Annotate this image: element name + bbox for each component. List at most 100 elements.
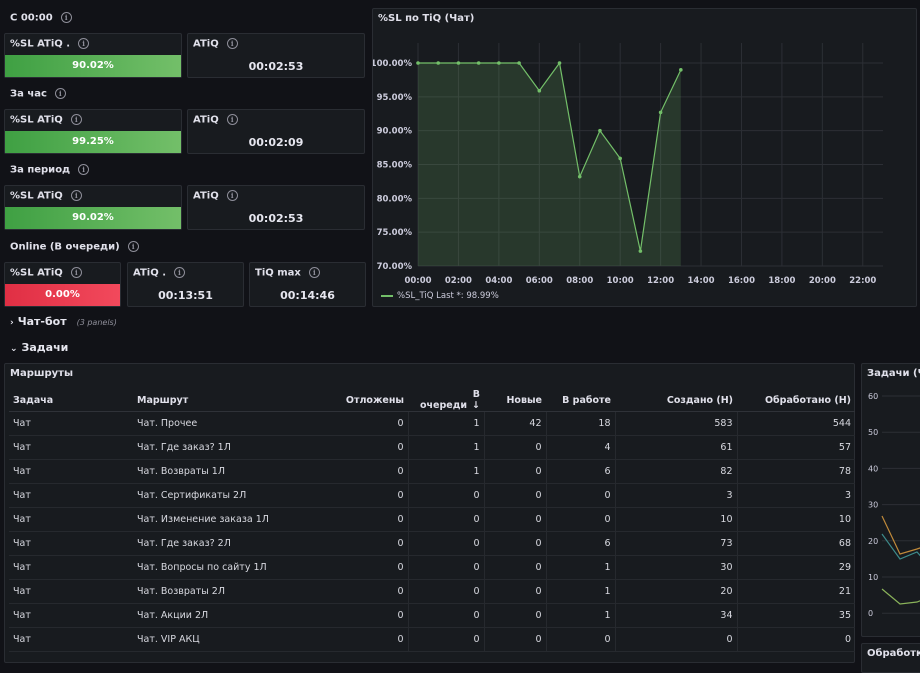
table-cell: 0 (408, 627, 485, 652)
series-line (881, 533, 920, 560)
table-cell: 0 (615, 627, 738, 652)
info-icon[interactable]: i (70, 114, 82, 125)
table-cell: 29 (737, 555, 855, 580)
column-header[interactable]: Маршрут (133, 389, 337, 412)
table-cell: 0 (484, 627, 547, 652)
y-tick-label: 20 (868, 537, 878, 546)
y-tick-label: 85.00% (377, 161, 413, 171)
legend-swatch (381, 294, 393, 297)
table-cell: 0 (484, 507, 547, 532)
sort-desc-icon[interactable]: ↓ (472, 400, 480, 411)
atiq-value: 00:02:53 (248, 60, 304, 73)
data-point[interactable] (658, 110, 663, 115)
y-tick-label: 70.00% (377, 262, 413, 272)
series-line (881, 588, 920, 605)
data-point[interactable] (679, 68, 683, 72)
x-tick-label: 18:00 (768, 276, 795, 286)
table-cell: 4 (546, 435, 616, 460)
table-cell: Чат. Вопросы по сайту 1Л (133, 555, 337, 580)
atiq-title: ATiQ i (193, 114, 238, 126)
info-icon[interactable]: i (226, 190, 238, 201)
table-cell: 3 (737, 483, 855, 508)
table-cell: Чат (9, 603, 133, 628)
data-point[interactable] (618, 156, 622, 161)
online-sl-value: 0.00% (5, 284, 120, 306)
table-cell: 1 (546, 555, 616, 580)
data-point[interactable] (497, 61, 501, 65)
info-icon[interactable]: i (127, 241, 139, 252)
table-row[interactable]: Чат Чат. Прочее 0 1 42 18 583 544 (9, 411, 855, 436)
data-point[interactable] (517, 61, 521, 65)
info-icon[interactable]: i (78, 164, 90, 175)
table-cell: 21 (737, 579, 855, 604)
info-icon[interactable]: i (70, 190, 82, 201)
data-point[interactable] (638, 249, 643, 253)
info-icon[interactable]: i (78, 38, 90, 49)
atiq-value: 00:02:09 (248, 136, 304, 149)
table-row[interactable]: Чат Чат. Где заказ? 2Л 0 0 0 6 73 68 (9, 531, 855, 556)
column-header[interactable]: Создано (Н) (615, 389, 737, 412)
row-chatbot[interactable]: › Чат-бот (3 panels) (0, 314, 920, 334)
atiq-panel: ATiQ i 00:02:09 (187, 109, 365, 154)
table-row[interactable]: Чат Чат. Сертификаты 2Л 0 0 0 0 3 3 (9, 483, 855, 508)
sl-atiq-title: %SL ATiQ .i (10, 38, 90, 50)
table-row[interactable]: Чат Чат. Возвраты 2Л 0 0 0 1 20 21 (9, 579, 855, 604)
data-point[interactable] (577, 174, 582, 179)
info-icon[interactable]: i (226, 38, 238, 49)
table-cell: Чат (9, 435, 133, 460)
column-header[interactable]: В работе (546, 389, 615, 412)
group-title-text: С 00:00 (10, 12, 53, 24)
data-point[interactable] (476, 61, 481, 65)
table-cell: 0 (337, 483, 409, 508)
series-area (418, 63, 681, 266)
table-cell: Чат. VIP АКЦ (133, 627, 337, 652)
info-icon[interactable]: i (60, 12, 72, 23)
table-cell: 0 (408, 507, 485, 532)
table-cell: 0 (484, 531, 547, 556)
row-tasks[interactable]: ⌄ Задачи (0, 340, 920, 360)
table-row[interactable]: Чат Чат. Возвраты 1Л 0 1 0 6 82 78 (9, 459, 855, 484)
column-header[interactable]: Новые (484, 389, 546, 412)
table-cell: 10 (615, 507, 738, 532)
table-cell: 0 (546, 483, 616, 508)
x-tick-label: 20:00 (809, 276, 836, 286)
online-sl-title: %SL ATiQ i (10, 267, 82, 279)
routes-table: Задача Маршрут Отложены В очереди ↓ Новые В ра… (9, 389, 855, 652)
atiq-panel: ATiQ i 00:02:53 (187, 33, 365, 78)
table-cell: 0 (484, 435, 547, 460)
table-cell: 35 (737, 603, 855, 628)
sl-chart-title: %SL по TiQ (Чат) (378, 13, 475, 24)
data-point[interactable] (537, 88, 542, 93)
sl-chart-svg: 100.00% 95.00% 90.00% 85.00% 80.00% 75.00% 70.… (373, 43, 883, 286)
data-point[interactable] (557, 61, 562, 65)
column-header[interactable]: В очереди ↓ (408, 389, 484, 412)
row-tasks-title: Задачи (21, 341, 69, 354)
data-point[interactable] (436, 61, 441, 65)
data-point[interactable] (456, 61, 461, 65)
column-header[interactable]: Отложены (337, 389, 408, 412)
y-tick-label: 75.00% (377, 228, 413, 238)
info-icon[interactable]: i (70, 267, 82, 278)
column-header[interactable]: Задача (9, 389, 133, 412)
online-tiq-panel: TiQ max i 00:14:46 (249, 262, 366, 307)
row-chatbot-sub: (3 panels) (76, 318, 117, 327)
table-cell: Чат. Возвраты 1Л (133, 459, 337, 484)
data-point[interactable] (598, 128, 602, 133)
table-row[interactable]: Чат Чат. VIP АКЦ 0 0 0 0 0 0 (9, 627, 855, 652)
sl-chart-legend[interactable]: %SL_TiQ Last *: 98.99% (381, 291, 499, 301)
group-title: С 00:00 i (10, 12, 72, 24)
info-icon[interactable]: i (54, 88, 66, 99)
info-icon[interactable]: i (308, 267, 320, 278)
data-point[interactable] (416, 61, 420, 65)
group-title-text: За час (10, 88, 47, 100)
info-icon[interactable]: i (174, 267, 185, 278)
table-cell: Чат (9, 507, 133, 532)
table-row[interactable]: Чат Чат. Акции 2Л 0 0 0 1 34 35 (9, 603, 855, 628)
table-row[interactable]: Чат Чат. Изменение заказа 1Л 0 0 0 0 10 10 (9, 507, 855, 532)
info-icon[interactable]: i (226, 114, 238, 125)
table-cell: 10 (737, 507, 855, 532)
atiq-panel: ATiQ i 00:02:53 (187, 185, 365, 230)
table-row[interactable]: Чат Чат. Где заказ? 1Л 0 1 0 4 61 57 (9, 435, 855, 460)
table-row[interactable]: Чат Чат. Вопросы по сайту 1Л 0 0 0 1 30 29 (9, 555, 855, 580)
column-header[interactable]: Обработано (Н) (737, 389, 855, 412)
